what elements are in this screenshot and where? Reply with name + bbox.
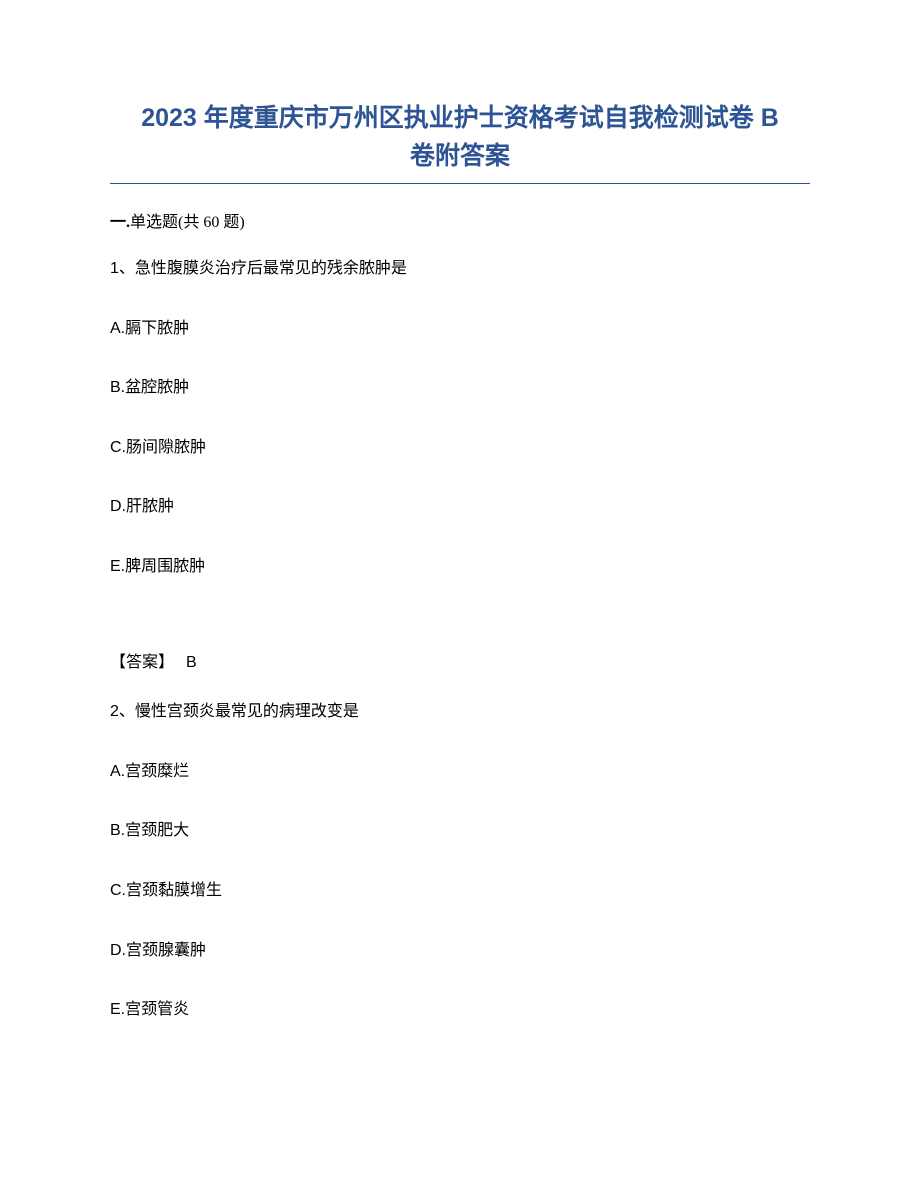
option-d: D.肝脓肿	[110, 494, 810, 520]
option-text: 宫颈糜烂	[125, 763, 189, 780]
option-d: D.宫颈腺囊肿	[110, 938, 810, 964]
option-letter: E.	[110, 1001, 125, 1018]
section-label: 单选题	[130, 214, 178, 231]
answer-value: B	[186, 654, 197, 671]
document-title: 2023 年度重庆市万州区执业护士资格考试自我检测试卷 B 卷附答案	[110, 100, 810, 175]
option-text: 宫颈管炎	[125, 1001, 189, 1018]
option-b: B.宫颈肥大	[110, 818, 810, 844]
section-suffix: (共 60 题)	[178, 214, 245, 231]
option-c: C.宫颈黏膜增生	[110, 878, 810, 904]
option-text: 肠间隙脓肿	[126, 439, 206, 456]
section-prefix: 一.	[110, 214, 130, 231]
option-text: 肝脓肿	[126, 498, 174, 515]
answer-label: 【答案】	[110, 654, 174, 671]
question-number: 2、	[110, 703, 135, 720]
option-letter: A.	[110, 763, 125, 780]
option-letter: C.	[110, 882, 126, 899]
option-text: 宫颈黏膜增生	[126, 882, 222, 899]
question-stem: 2、慢性宫颈炎最常见的病理改变是	[110, 699, 810, 725]
option-c: C.肠间隙脓肿	[110, 435, 810, 461]
question-number: 1、	[110, 260, 135, 277]
option-letter: D.	[110, 942, 126, 959]
option-letter: B.	[110, 822, 125, 839]
option-letter: D.	[110, 498, 126, 515]
option-text: 脾周围脓肿	[125, 558, 205, 575]
option-letter: A.	[110, 320, 125, 337]
option-b: B.盆腔脓肿	[110, 375, 810, 401]
option-letter: C.	[110, 439, 126, 456]
answer-block: 【答案】 B	[110, 650, 810, 676]
question-text: 急性腹膜炎治疗后最常见的残余脓肿是	[135, 260, 407, 277]
option-e: E.宫颈管炎	[110, 997, 810, 1023]
question-stem: 1、急性腹膜炎治疗后最常见的残余脓肿是	[110, 256, 810, 282]
option-letter: E.	[110, 558, 125, 575]
title-line-2: 卷附答案	[410, 142, 510, 170]
title-divider	[110, 183, 810, 184]
option-text: 膈下脓肿	[125, 320, 189, 337]
option-text: 盆腔脓肿	[125, 379, 189, 396]
section-header: 一.单选题(共 60 题)	[110, 208, 810, 232]
option-a: A.膈下脓肿	[110, 316, 810, 342]
option-letter: B.	[110, 379, 125, 396]
question-text: 慢性宫颈炎最常见的病理改变是	[135, 703, 359, 720]
option-e: E.脾周围脓肿	[110, 554, 810, 580]
option-text: 宫颈肥大	[125, 822, 189, 839]
option-text: 宫颈腺囊肿	[126, 942, 206, 959]
option-a: A.宫颈糜烂	[110, 759, 810, 785]
title-line-1: 2023 年度重庆市万州区执业护士资格考试自我检测试卷 B	[141, 104, 779, 132]
